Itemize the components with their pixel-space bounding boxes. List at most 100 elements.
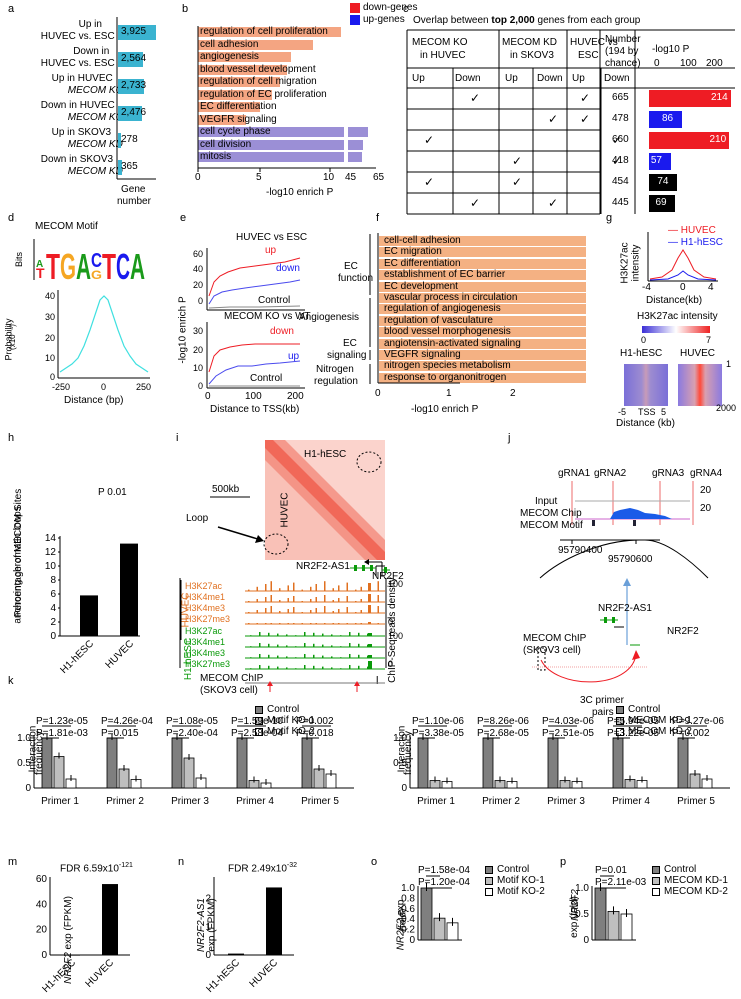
c-logp-bar: 74 [649,174,678,191]
i-huvec-track-label: H3K4me1 [185,592,226,602]
i-h1-peak [349,665,351,669]
i-huvec-peak [360,599,362,602]
ytick: 0.5 [393,758,407,769]
c-grid [406,29,735,215]
a-bar-value: 2,564 [121,53,147,64]
p-legend-swatch [652,888,660,896]
c-check: ✓ [612,154,623,168]
f-term-label: regulation of angiogenesis [384,303,501,315]
i-h1-peak [313,665,315,669]
h-ytick: 12 [45,547,57,558]
j-coord2: 95790600 [608,554,653,565]
g-row-top: 1 [726,359,732,369]
b-term-label: blood vessel development [200,63,316,75]
b-bar [198,64,288,75]
i-huvec-peak [293,596,295,602]
i-h1-peak [313,632,315,636]
d-xtick-neg: -250 [52,382,71,392]
b-bar [198,102,260,112]
f-term-label: cell-cell adhesion [384,235,461,246]
legend-swatch [616,728,624,736]
p-value-top: P=9.27e-06 [672,716,724,727]
b-bar [198,77,280,87]
j-chip2a: MECOM ChIP [523,633,587,644]
n-ytick: 1 [205,922,211,933]
i-huvec-peak [265,584,267,591]
e-ytick-bot-10: 10 [193,363,204,373]
c-check: ✓ [512,175,523,189]
b-xlabel: -log10 enrich P [266,187,334,198]
c-logp-bar: 57 [649,153,671,170]
i-h1-peak [268,643,270,647]
b-term-label: regulation of cell migration [200,76,317,87]
i-huvec-peak [324,606,326,613]
i-h1-peak [358,665,360,669]
i-h1-peak [295,668,297,669]
g-legend-huvec: — HUVEC [668,225,716,236]
i-huvec-peak-big [368,622,371,624]
i-huvec-peak [332,600,334,602]
p-value-bottom: P=2.40e-04 [166,728,218,739]
g-col-huvec: HUVEC [680,348,716,359]
g-hxlabel: Distance (kb) [616,418,675,429]
d-ytick-40: 40 [45,291,56,301]
i-huvec-peak [324,623,326,624]
c-sub-header: Up [572,73,585,84]
c-group-header: MECOM KD [502,37,557,48]
g-scale-hi: 7 [706,335,712,345]
i-huvec-peak [256,586,258,591]
f-xtick-1: 1 [446,388,452,399]
f-term-label: response to organonitrogen [384,371,507,383]
i-h1-peak [250,635,252,636]
i-huvec-peak [256,610,258,613]
i-huvec-peak [279,588,281,591]
panel-a-axis [116,17,156,180]
b-tick-10: 10 [323,172,335,183]
o-p2: P=1.20e-04 [418,877,470,888]
j-coord1: 95790400 [558,545,603,556]
g-col-h1: H1-hESC [620,348,663,359]
hic-map [265,440,385,560]
i-h1-peak [295,635,297,636]
i-h1-peak [295,657,297,658]
j-input-label: Input [535,496,558,507]
p-value-bottom: P=2.68e-05 [477,728,529,739]
g-hx2: TSS [638,407,656,417]
i-huvec-peak [338,598,340,602]
i-h1-peak-big [368,655,372,658]
d-ytick-0: 0 [50,372,56,382]
i-h1-peak [367,644,369,647]
n-bar [266,887,282,955]
f-category-label: signaling [327,350,367,361]
i-h1-peak [277,655,279,658]
i-h1-peak [322,633,324,636]
p-value-bottom: P=3.22e-05 [607,728,659,739]
j-chip2b: (SKOV3 cell) [523,645,581,656]
m-fdr: FDR 6.59x10-121 [60,862,133,875]
c-check: ✓ [470,196,481,210]
m-ytick: 60 [36,874,48,885]
f-bar [379,315,586,326]
i-huvec-peak [315,608,317,613]
a-row-label: Up in SKOV3 [51,127,112,138]
f-term-label: regulation of vasculature [384,314,493,326]
i-h1-peak [349,632,351,636]
a-row-label-2: MECOM KO [67,112,124,123]
i-huvec-peak [287,598,289,602]
c-number-value: 660 [612,134,629,145]
e-ytick-top-40: 40 [193,264,204,274]
o-ytick: 0.4 [401,914,415,925]
a-bar: 365 [118,160,138,175]
a-bar-value: 2,733 [121,80,147,91]
i-huvec-peak [248,601,250,602]
o-ytick: 0.6 [401,904,415,915]
i-huvec-peak-big [368,594,371,602]
h-ytick: 14 [45,533,57,544]
i-h1-peak [250,657,252,658]
c-number-value: 478 [612,113,629,124]
b-bar-ext [348,139,363,150]
i-huvec-peak [332,588,334,591]
svg-text:A: A [130,246,145,287]
o-legend-label: Motif KO-1 [497,875,545,886]
